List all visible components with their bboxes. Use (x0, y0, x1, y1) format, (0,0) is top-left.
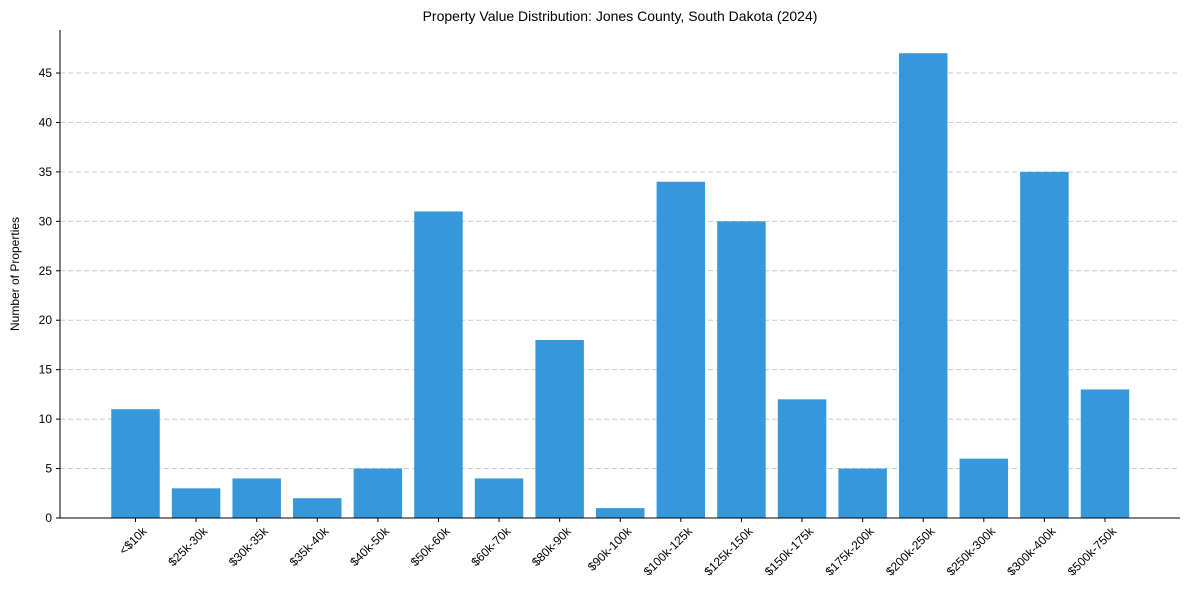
x-tick-label: $25k-30k (165, 524, 211, 570)
x-tick-label: $50k-60k (408, 524, 454, 570)
y-tick-label: 10 (39, 412, 53, 426)
x-tick-label: $150k-175k (762, 524, 817, 579)
bars (111, 53, 1130, 519)
bar (474, 478, 524, 518)
bar (838, 468, 887, 518)
bar (353, 468, 403, 518)
y-tick-label: 15 (39, 363, 53, 377)
bar (232, 478, 281, 518)
x-tick-label: $80k-90k (529, 524, 575, 570)
bar (414, 211, 463, 519)
y-axis-label: Number of Properties (8, 217, 22, 331)
bar (1080, 389, 1130, 518)
bar (656, 181, 706, 519)
bar (535, 340, 584, 518)
y-tick-label: 45 (39, 66, 53, 80)
grid-lines (60, 72, 1180, 470)
x-tick-label: $125k-150k (701, 524, 756, 579)
y-tick-label: 25 (39, 264, 53, 278)
bar (898, 53, 948, 518)
x-tick-label: $100k-125k (641, 524, 696, 579)
x-tick-label: $30k-35k (226, 524, 272, 570)
bar (171, 488, 221, 518)
x-tick-label: $300k-400k (1004, 524, 1059, 579)
y-tick-label: 5 (45, 462, 52, 476)
bar (777, 399, 827, 518)
y-tick-label: 40 (39, 115, 53, 129)
bar (596, 508, 645, 518)
x-tick-label: $40k-50k (347, 524, 393, 570)
chart-title: Property Value Distribution: Jones Count… (423, 8, 818, 24)
y-ticks: 0 5 10 15 20 25 30 35 40 45 (39, 66, 60, 525)
x-tick-label: $500k-750k (1065, 524, 1120, 579)
y-tick-label: 20 (39, 313, 53, 327)
x-tick-label: $200k-250k (883, 524, 938, 579)
x-tick-label: $90k-100k (585, 524, 635, 574)
bar (1020, 171, 1069, 519)
y-tick-label: 35 (39, 165, 53, 179)
x-tick-label: $35k-40k (287, 524, 333, 570)
bar (717, 221, 766, 519)
axes (59, 30, 1180, 519)
y-tick-label: 30 (39, 214, 53, 228)
x-ticks: <$10k $25k-30k $30k-35k $35k-40k $40k-50k $50… (116, 518, 1120, 579)
x-tick-label: $175k-200k (822, 524, 877, 579)
x-tick-label: <$10k (116, 524, 150, 558)
bar (959, 458, 1009, 518)
bar (293, 498, 342, 518)
x-tick-label: $60k-70k (468, 524, 514, 570)
x-tick-label: $250k-300k (944, 524, 999, 579)
bar (111, 409, 160, 518)
y-tick-label: 0 (45, 511, 52, 525)
